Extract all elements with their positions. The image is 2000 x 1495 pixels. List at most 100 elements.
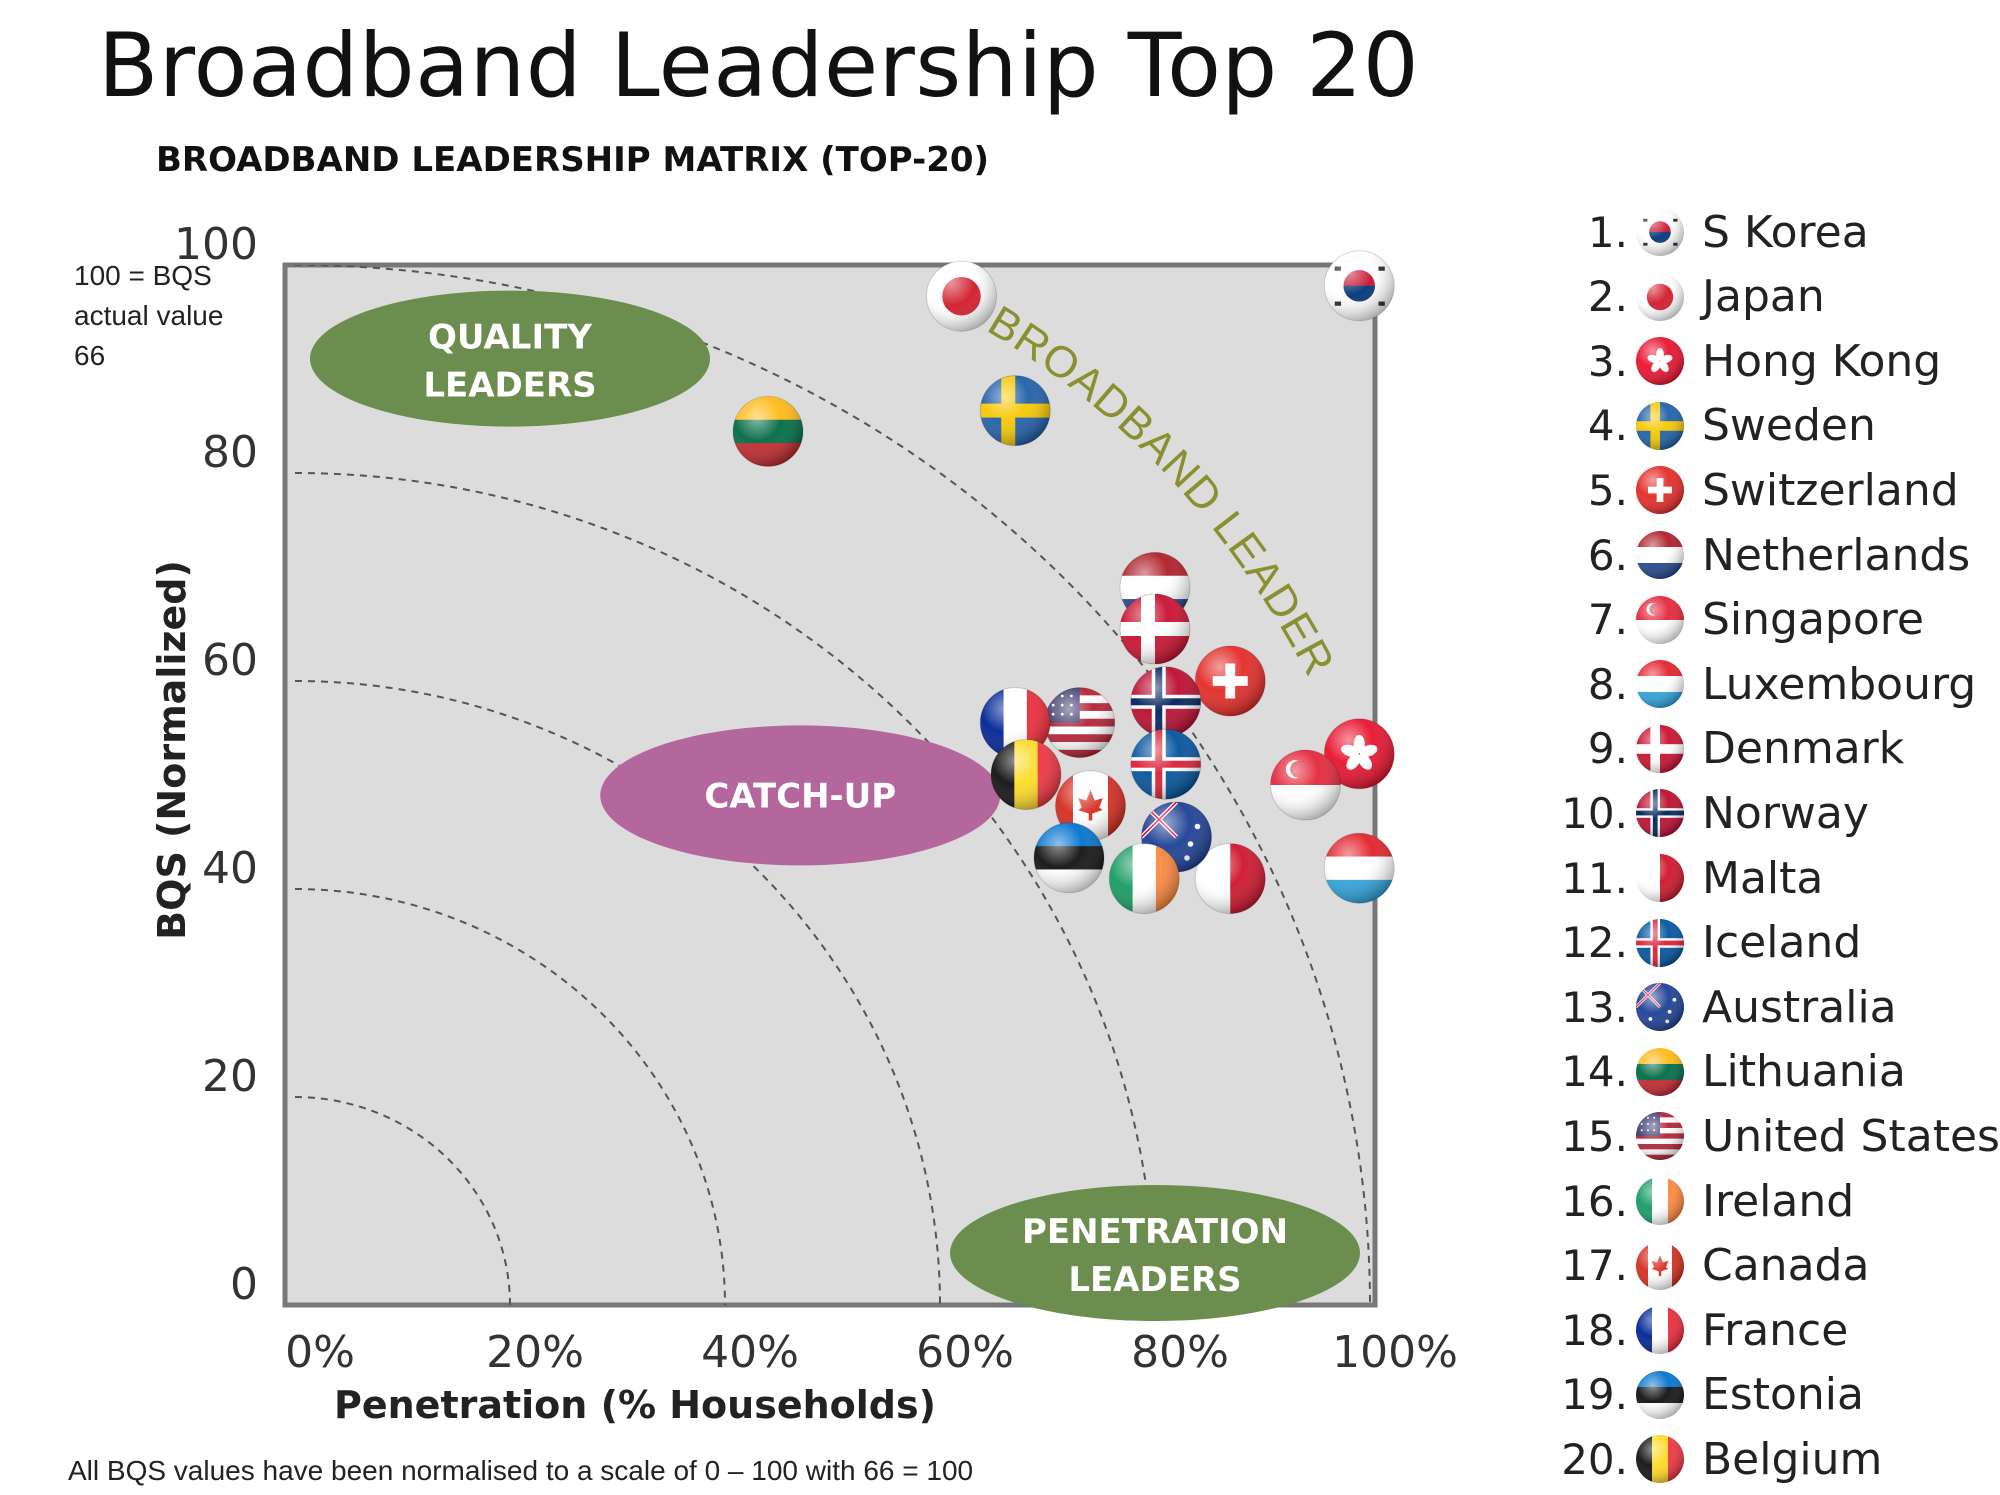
point-lithuania — [732, 395, 804, 467]
x-tick-label: 100% — [1332, 1327, 1458, 1378]
point-switzerland — [1194, 645, 1266, 717]
legend-country-name: France — [1702, 1304, 1849, 1356]
legend-rank: 8. — [1587, 659, 1628, 709]
x-tick-label: 80% — [1131, 1327, 1229, 1378]
x-axis-label: Penetration (% Households) — [334, 1383, 936, 1427]
region-label: CATCH-UP — [704, 776, 896, 816]
legend-country-name: Australia — [1702, 981, 1897, 1033]
legend-country-name: Japan — [1702, 271, 1825, 323]
point-sweden — [979, 375, 1051, 447]
point-norway — [1130, 666, 1202, 738]
legend-rank: 16. — [1561, 1176, 1628, 1226]
legend-country-name: Belgium — [1702, 1433, 1883, 1485]
region-quality-leaders: QUALITY LEADERS — [310, 290, 710, 427]
legend-rank: 19. — [1561, 1370, 1628, 1420]
x-tick-label: 60% — [916, 1327, 1014, 1378]
canada-flag-icon — [1636, 1241, 1684, 1290]
legend-rank: 1. — [1587, 207, 1628, 257]
point-hongkong — [1323, 718, 1395, 790]
legend-country-name: Ireland — [1702, 1175, 1855, 1227]
point-ireland — [1108, 843, 1180, 915]
usa-flag-icon — [1636, 1112, 1684, 1161]
bqs-scale-note: 100 = BQS actual value 66 — [74, 260, 224, 371]
y-tick-label: 20 — [202, 1051, 258, 1102]
point-korea — [1323, 250, 1395, 322]
legend-country-name: Switzerland — [1702, 464, 1959, 516]
point-belgium — [990, 739, 1062, 811]
switzerland-flag-icon — [1636, 466, 1684, 515]
legend-rank: 20. — [1561, 1434, 1628, 1484]
france-flag-icon — [1636, 1306, 1684, 1355]
sweden-flag-icon — [1636, 401, 1684, 450]
footnote: All BQS values have been normalised to a… — [68, 1455, 974, 1486]
legend-item: 5. Switzerland — [1550, 460, 1959, 520]
legend-country-name: Lithuania — [1702, 1046, 1906, 1098]
point-denmark — [1119, 593, 1191, 665]
legend-rank: 5. — [1587, 465, 1628, 515]
point-france — [979, 687, 1051, 759]
y-tick-label: 0 — [230, 1259, 258, 1310]
chart-subtitle: BROADBAND LEADERSHIP MATRIX (TOP-20) — [156, 140, 990, 180]
singapore-flag-icon — [1636, 595, 1684, 644]
legend-rank: 18. — [1561, 1305, 1628, 1355]
estonia-flag-icon — [1636, 1370, 1684, 1419]
iceland-flag-icon — [1636, 918, 1684, 967]
region-label: QUALITY — [428, 318, 592, 358]
y-tick-label: 100 — [174, 219, 258, 270]
y-tick-label: 40 — [202, 843, 258, 894]
denmark-flag-icon — [1636, 724, 1684, 773]
region-penetration-leaders: PENETRATION LEADERS — [950, 1185, 1360, 1321]
legend-item: 15. United States — [1550, 1106, 2000, 1166]
legend-rank: 15. — [1561, 1111, 1628, 1161]
y-tick-label: 80 — [202, 427, 258, 478]
y-axis-label: BQS (Normalized) — [150, 560, 194, 940]
x-tick-label: 20% — [486, 1327, 584, 1378]
korea-flag-icon — [1636, 208, 1684, 256]
legend-country-name: Denmark — [1702, 723, 1905, 775]
arc-guide — [294, 680, 941, 1305]
legend-country-name: S Korea — [1702, 206, 1869, 258]
legend-country-name: Hong Kong — [1702, 335, 1942, 387]
region-label: LEADERS — [1068, 1260, 1241, 1300]
point-usa — [1044, 687, 1116, 759]
legend-country-name: Luxembourg — [1702, 658, 1977, 710]
legend-rank: 4. — [1587, 401, 1628, 451]
page-title: Broadband Leadership Top 20 — [98, 14, 1420, 117]
legend-rank: 2. — [1587, 272, 1628, 322]
legend-rank: 17. — [1561, 1241, 1628, 1291]
legend-country-name: Canada — [1702, 1240, 1870, 1292]
arc-guide — [294, 472, 1156, 1305]
ireland-flag-icon — [1636, 1177, 1684, 1225]
legend-item: 3. Hong Kong — [1550, 331, 1941, 391]
x-tick-label: 40% — [701, 1327, 799, 1378]
legend-item: 6. Netherlands — [1550, 525, 1970, 585]
legend-rank: 14. — [1561, 1047, 1628, 1097]
y-tick-label: 60 — [202, 635, 258, 686]
legend-item: 14. Lithuania — [1550, 1042, 1906, 1102]
luxembourg-flag-icon — [1636, 660, 1684, 709]
x-tick-label: 0% — [285, 1327, 355, 1378]
legend-item: 8. Luxembourg — [1550, 654, 1976, 714]
legend-rank: 9. — [1587, 724, 1628, 774]
legend-country-name: United States — [1702, 1110, 2000, 1162]
legend-item: 2. Japan — [1550, 267, 1825, 327]
point-singapore — [1270, 749, 1341, 821]
hongkong-flag-icon — [1636, 337, 1684, 386]
legend-rank: 7. — [1587, 595, 1628, 645]
legend-country-name: Netherlands — [1702, 529, 1971, 581]
legend-country-name: Estonia — [1702, 1369, 1864, 1421]
legend-rank: 3. — [1587, 336, 1628, 386]
legend-item: 19. Estonia — [1550, 1365, 1864, 1425]
legend-country-name: Norway — [1702, 787, 1869, 839]
legend-country-name: Iceland — [1702, 917, 1862, 969]
netherlands-flag-icon — [1636, 531, 1684, 579]
australia-flag-icon — [1636, 983, 1684, 1032]
legend-country-name: Sweden — [1702, 400, 1876, 452]
legend-item: 13. Australia — [1550, 977, 1897, 1037]
point-estonia — [1033, 822, 1105, 894]
legend-item: 18. France — [1550, 1300, 1848, 1360]
legend-country-name: Singapore — [1702, 594, 1924, 646]
legend-item: 11. Malta — [1550, 848, 1823, 908]
point-japan — [926, 260, 997, 332]
